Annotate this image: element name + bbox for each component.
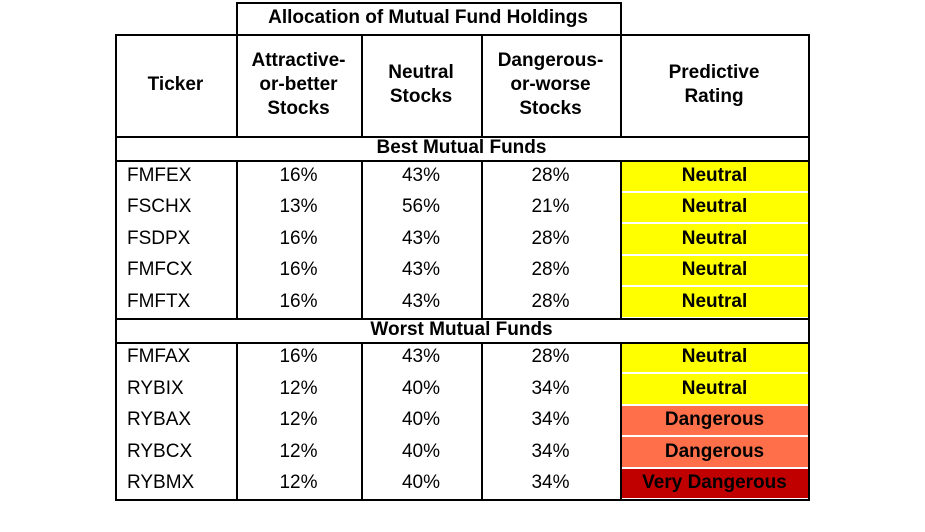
ticker-cell: FMFEX <box>127 164 192 186</box>
column-header: Neutral Stocks <box>388 62 454 107</box>
grid-line <box>115 34 117 501</box>
grid-line <box>481 160 483 318</box>
attractive-cell: 13% <box>279 196 318 218</box>
attractive-cell: 16% <box>279 346 318 368</box>
neutral-cell: 40% <box>401 472 441 494</box>
grid-line <box>236 34 238 136</box>
column-header: Dangerous- or-worse Stocks <box>497 50 604 119</box>
dangerous-cell: 28% <box>531 164 570 186</box>
ticker-cell: RYBMX <box>127 472 195 494</box>
ticker-cell: FSCHX <box>127 196 192 218</box>
rating-badge: Neutral <box>621 192 808 222</box>
attractive-cell: 12% <box>279 377 318 399</box>
dangerous-cell: 34% <box>531 440 570 462</box>
rating-badge: Dangerous <box>621 437 808 467</box>
dangerous-cell: 34% <box>531 377 570 399</box>
attractive-cell: 16% <box>279 290 318 312</box>
attractive-cell: 16% <box>279 259 318 281</box>
neutral-cell: 43% <box>401 227 441 249</box>
grid-line <box>115 499 808 501</box>
rating-badge: Dangerous <box>621 405 808 435</box>
ticker-cell: FMFCX <box>127 259 193 281</box>
grid-line <box>236 2 620 4</box>
attractive-cell: 16% <box>279 227 318 249</box>
grid-line <box>236 341 238 499</box>
grid-line <box>115 341 808 344</box>
group-header: Allocation of Mutual Fund Holdings <box>268 7 588 28</box>
section-header: Best Mutual Funds <box>376 137 547 158</box>
grid-line <box>620 341 622 499</box>
neutral-cell: 56% <box>401 196 441 218</box>
attractive-cell: 16% <box>279 164 318 186</box>
neutral-cell: 40% <box>401 377 441 399</box>
grid-line <box>620 34 622 136</box>
rating-badge: Neutral <box>621 342 808 372</box>
column-header: Ticker <box>147 74 204 95</box>
dangerous-cell: 34% <box>531 409 570 431</box>
grid-line <box>481 341 483 499</box>
grid-line <box>361 341 363 499</box>
neutral-cell: 43% <box>401 346 441 368</box>
grid-line <box>620 160 622 318</box>
ticker-cell: RYBAX <box>127 409 192 431</box>
column-header: Predictive Rating <box>668 62 760 107</box>
dangerous-cell: 28% <box>531 227 570 249</box>
grid-line <box>115 160 808 162</box>
dangerous-cell: 28% <box>531 290 570 312</box>
section-header: Worst Mutual Funds <box>370 318 553 340</box>
attractive-cell: 12% <box>279 409 318 431</box>
dangerous-cell: 21% <box>531 196 570 218</box>
rating-badge: Neutral <box>621 224 808 254</box>
neutral-cell: 40% <box>401 440 441 462</box>
rating-badge: Very Dangerous <box>621 468 808 498</box>
grid-line <box>115 317 808 320</box>
grid-line <box>236 160 238 318</box>
ticker-cell: RYBIX <box>127 377 184 399</box>
grid-line <box>481 34 483 136</box>
grid-line <box>115 34 808 36</box>
attractive-cell: 12% <box>279 440 318 462</box>
rating-badge: Neutral <box>621 287 808 317</box>
ticker-cell: FMFTX <box>127 290 191 312</box>
dangerous-cell: 28% <box>531 346 570 368</box>
ticker-cell: RYBCX <box>127 440 193 462</box>
neutral-cell: 43% <box>401 259 441 281</box>
grid-line <box>808 34 810 501</box>
attractive-cell: 12% <box>279 472 318 494</box>
grid-line <box>236 2 238 34</box>
column-header: Attractive- or-better Stocks <box>251 50 346 119</box>
ticker-cell: FMFAX <box>127 346 191 368</box>
grid-line <box>361 160 363 318</box>
neutral-cell: 43% <box>401 164 441 186</box>
grid-line <box>115 136 808 138</box>
grid-line <box>361 34 363 136</box>
neutral-cell: 43% <box>401 290 441 312</box>
rating-badge: Neutral <box>621 374 808 404</box>
dangerous-cell: 34% <box>531 472 570 494</box>
rating-badge: Neutral <box>621 161 808 191</box>
ticker-cell: FSDPX <box>127 227 191 249</box>
neutral-cell: 40% <box>401 409 441 431</box>
grid-line <box>620 2 622 34</box>
dangerous-cell: 28% <box>531 259 570 281</box>
rating-badge: Neutral <box>621 255 808 285</box>
